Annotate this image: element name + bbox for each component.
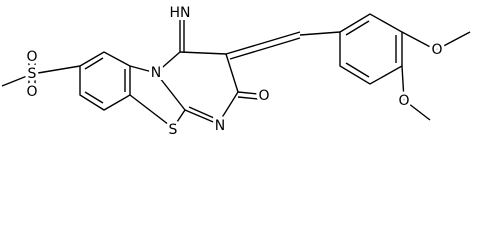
atom-labels: O S O N HN S N O O O	[23, 2, 445, 141]
atom-label: HN	[170, 5, 191, 21]
atom-label: O	[258, 88, 269, 104]
atom-label: S	[28, 66, 37, 82]
atom-label: O	[431, 42, 442, 58]
atom-label: N	[151, 65, 161, 81]
structure-diagram: O S O N HN S N O O O	[1, 2, 471, 141]
atom-label: O	[26, 49, 37, 65]
atom-label: O	[398, 93, 409, 109]
atom-label: S	[169, 122, 178, 138]
atom-label: N	[215, 118, 225, 134]
atom-label: O	[26, 84, 37, 100]
bonds	[1, 13, 471, 129]
